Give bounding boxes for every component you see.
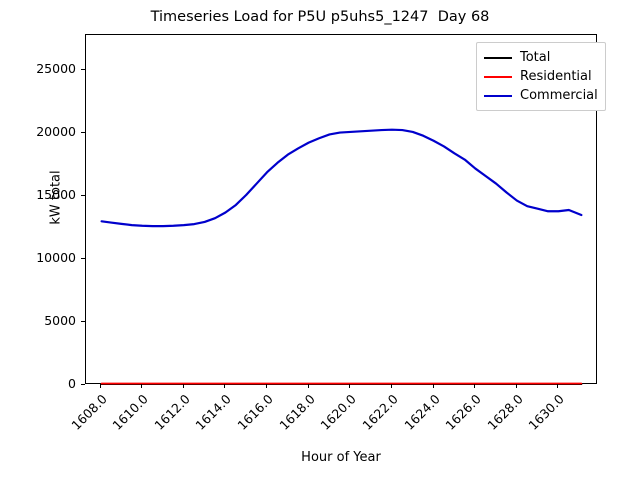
x-tick-mark [224,384,226,388]
legend-label-residential: Residential [520,69,592,84]
y-tick-mark [81,321,85,323]
x-tick-mark [141,384,143,388]
y-tick-label: 0 [68,376,76,391]
legend-swatch-commercial [484,94,512,97]
y-axis-label: kW total [48,170,64,225]
x-tick-mark [99,384,101,388]
legend-label-commercial: Commercial [520,88,598,103]
legend-item-total: Total [484,48,598,67]
plot-svg [100,128,583,385]
y-tick-mark [81,195,85,197]
y-tick-label: 25000 [36,61,76,77]
x-tick-mark [557,384,559,388]
legend-label-total: Total [520,50,551,65]
y-tick-label: 15000 [36,187,76,203]
legend-item-residential: Residential [484,67,598,86]
y-tick-mark [81,69,85,71]
x-tick-mark [432,384,434,388]
series-line-commercial [100,128,583,228]
y-tick-label: 20000 [36,124,76,140]
plot-area [85,34,597,385]
chart-title: Timeseries Load for P5U p5uhs5_1247 Day … [150,9,490,25]
x-tick-mark [515,384,517,388]
y-tick-label: 10000 [36,250,76,266]
legend-item-commercial: Commercial [484,86,598,105]
x-tick-mark [182,384,184,388]
y-tick-mark [81,258,85,260]
x-tick-mark [390,384,392,388]
x-axis-label: Hour of Year [301,450,381,465]
y-tick-label: 5000 [44,313,76,329]
legend-swatch-total [484,56,512,59]
x-tick-mark [307,384,309,388]
y-tick-mark [81,132,85,134]
y-tick-mark [81,384,85,385]
x-tick-mark [266,384,268,388]
chart-legend: Total Residential Commercial [476,42,606,111]
legend-swatch-residential [484,75,512,78]
x-tick-mark [349,384,351,388]
x-tick-mark [474,384,476,388]
